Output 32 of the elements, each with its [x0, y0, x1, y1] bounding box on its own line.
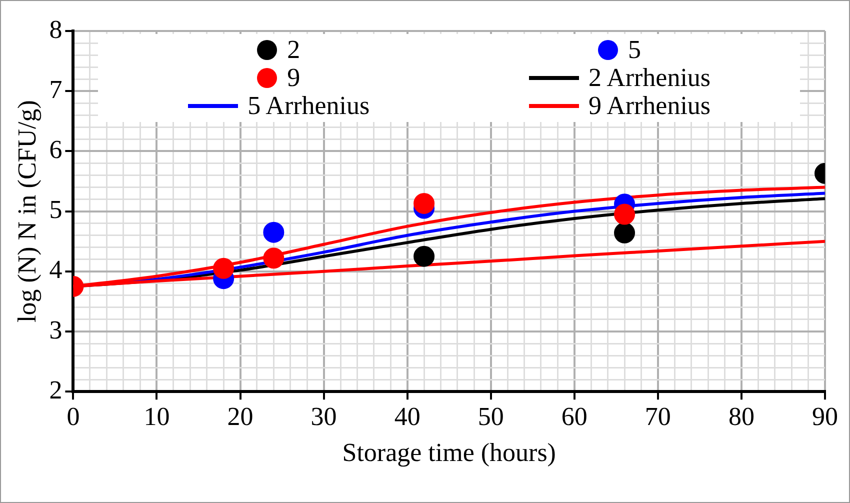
y-tick-label: 3 [49, 315, 62, 344]
x-tick-label: 60 [561, 402, 588, 432]
y-tick-label: 8 [49, 14, 62, 44]
point [614, 204, 636, 225]
y-tick-label: 4 [49, 255, 62, 284]
x-tick-label: 30 [310, 402, 337, 432]
y-tick-label: 7 [49, 74, 62, 104]
legend-label: 9 Arrhenius [588, 91, 711, 120]
x-tick-label: 40 [394, 402, 420, 432]
y-tick-label: 2 [49, 375, 62, 404]
point [614, 222, 636, 244]
legend-label: 2 Arrhenius [588, 63, 711, 92]
point [263, 222, 284, 243]
x-tick-label: 50 [478, 402, 504, 432]
y-axis-title: log (N) N in (CFU/g) [12, 100, 42, 323]
legend-label: 9 [287, 63, 300, 92]
x-tick-label: 80 [728, 402, 754, 432]
legend-label: 2 [287, 35, 300, 64]
x-tick-label: 70 [644, 402, 671, 432]
x-axis-title: Storage time (hours) [342, 438, 556, 468]
x-tick-label: 10 [144, 402, 170, 432]
point [213, 258, 234, 279]
y-tick-label: 6 [49, 135, 62, 164]
y-tick-label: 5 [49, 195, 62, 224]
legend-label: 5 [628, 35, 642, 64]
x-tick-label: 90 [812, 402, 838, 432]
point [263, 248, 284, 269]
x-tick-label: 0 [66, 402, 80, 432]
point [414, 246, 435, 267]
point [414, 192, 435, 214]
x-tick-label: 20 [227, 402, 254, 432]
legend-label: 5 Arrhenius [248, 91, 370, 120]
